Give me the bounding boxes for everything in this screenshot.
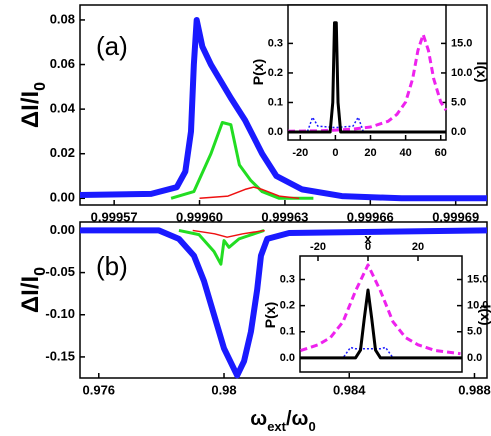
y-tick-label: 5.0	[451, 96, 466, 108]
y-axis-label: P(x)	[262, 302, 278, 328]
data-line	[178, 228, 265, 266]
y-tick-label: 0.1	[268, 96, 283, 108]
x-tick-label: -20	[292, 147, 308, 159]
y-tick-label: 0.1	[280, 326, 295, 338]
x-axis-label-part: x	[364, 231, 372, 246]
y-axis-label: P(x)	[250, 59, 266, 85]
y-tick-label: 5.0	[467, 326, 482, 338]
y-tick-label: 0.06	[50, 56, 75, 71]
x-tick-label: 0.99966	[347, 209, 394, 224]
x-axis-label-part: ext	[267, 419, 286, 434]
y-axis-label: ΔI/I0	[17, 82, 48, 128]
x-axis-label-part: 0	[308, 419, 315, 434]
x-tick-label: 0.98	[211, 382, 236, 397]
y-tick-label: 0.0	[451, 126, 466, 138]
y2-axis-label: I(x)	[478, 305, 491, 326]
x-tick-label: 0.99957	[91, 209, 138, 224]
y-tick-label: 0.0	[467, 352, 482, 364]
data-line	[300, 346, 461, 359]
plot-frame	[287, 4, 447, 141]
y2-axis-label-part: I(x)	[478, 305, 491, 326]
y-tick-label: 15.0	[467, 273, 488, 285]
y-tick-label: 0.0	[280, 352, 295, 364]
x-tick-label: 40	[399, 147, 411, 159]
x-axis-label-part: ω	[250, 408, 267, 430]
data-line	[288, 21, 446, 134]
y-tick-label: -0.10	[45, 306, 75, 321]
data-line	[170, 121, 314, 200]
y-axis-label-part: ΔI/I	[17, 91, 44, 128]
panel-label: (b)	[96, 251, 128, 281]
x-tick-label: 0	[365, 241, 371, 253]
data-line	[288, 116, 446, 133]
y-tick-label: 15.0	[451, 37, 472, 49]
y-tick-label: 0.3	[268, 37, 283, 49]
x-tick-label: -20	[310, 241, 326, 253]
y-axis-label: ΔI/I0	[17, 267, 48, 313]
x-axis-label: x	[364, 231, 372, 246]
y2-axis-label: I(x)	[474, 62, 490, 83]
y-tick-label: -0.05	[45, 264, 75, 279]
y-tick-label: 0.0	[268, 126, 283, 138]
data-line	[199, 186, 300, 200]
y-tick-label: 0.2	[268, 67, 283, 79]
x-tick-label: 0.984	[333, 382, 366, 397]
y-tick-label: -0.15	[45, 348, 75, 363]
data-line	[300, 263, 461, 356]
x-tick-label: 20	[412, 241, 424, 253]
y-tick-label: 0.08	[50, 11, 75, 26]
y-axis-label-part: P(x)	[250, 59, 266, 85]
y-tick-label: 10.0	[451, 67, 472, 79]
data-line	[300, 288, 462, 360]
y-axis-label-part: 0	[32, 82, 49, 91]
x-tick-label: 0.99963	[261, 209, 308, 224]
y-axis-label-part: P(x)	[262, 302, 278, 328]
x-tick-label: 60	[435, 147, 447, 159]
data-line	[80, 227, 488, 379]
x-tick-label: 0.99960	[176, 209, 223, 224]
y-tick-label: 0.02	[50, 145, 75, 160]
y-tick-label: 0.3	[280, 273, 295, 285]
y-tick-label: 0.00	[50, 190, 75, 205]
y2-axis-label-part: I(x)	[474, 62, 490, 83]
x-axis-label: ωext/ω0	[250, 408, 315, 434]
x-tick-label: 0.976	[83, 382, 116, 397]
data-line	[287, 33, 448, 133]
y-axis-label-part: 0	[32, 267, 49, 276]
y-tick-label: 0.00	[50, 222, 75, 237]
y-tick-label: 10.0	[467, 300, 488, 312]
x-tick-label: 0	[332, 147, 338, 159]
panel-label: (a)	[96, 31, 128, 61]
y-tick-label: 0.04	[50, 101, 76, 116]
plot-frame	[299, 255, 463, 373]
y-axis-label-part: ΔI/I	[17, 276, 44, 313]
x-tick-label: 0.988	[458, 382, 491, 397]
x-axis-label-part: /ω	[286, 408, 309, 430]
data-line	[79, 16, 487, 202]
y-tick-label: 0.2	[280, 300, 295, 312]
data-line	[192, 229, 265, 238]
x-tick-label: 20	[364, 147, 376, 159]
x-tick-label: 0.99969	[432, 209, 479, 224]
